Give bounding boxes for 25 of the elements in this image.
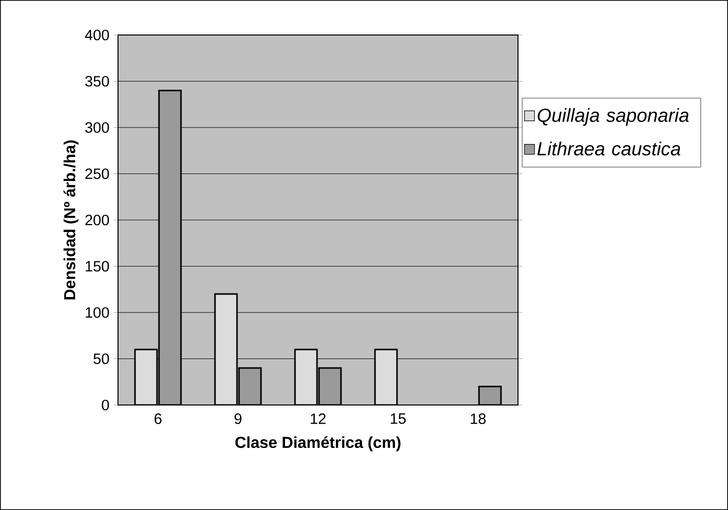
x-tick-label: 6 <box>154 413 162 424</box>
x-tick-label: 15 <box>390 413 406 424</box>
bar <box>134 348 158 405</box>
y-tick-label: 200 <box>85 214 109 226</box>
bar <box>214 293 238 405</box>
bar <box>318 367 342 405</box>
x-tick-label: 12 <box>310 413 326 424</box>
y-tick-label: 150 <box>86 260 109 272</box>
y-axis-title: Densidad (Nº árb./ha) <box>63 140 78 300</box>
legend-label: Quillaja saponaria <box>538 108 689 126</box>
y-tick-label: 400 <box>84 30 109 40</box>
bar <box>294 348 318 405</box>
y-tick-label: 100 <box>86 307 109 318</box>
bar <box>374 348 398 405</box>
y-tick-label: 300 <box>85 122 109 133</box>
y-tick-label: 0 <box>102 400 109 410</box>
y-tick-label: 350 <box>85 76 109 87</box>
bar <box>238 367 262 405</box>
x-tick-label: 9 <box>234 413 242 424</box>
legend-label: Lithraea caustica <box>537 142 680 156</box>
x-tick-label: 18 <box>470 413 486 424</box>
y-tick-label: 250 <box>85 168 109 180</box>
y-tick-label: 50 <box>94 353 109 364</box>
x-axis-title: Clase Diamétrica (cm) <box>235 436 400 452</box>
bar <box>158 90 182 405</box>
